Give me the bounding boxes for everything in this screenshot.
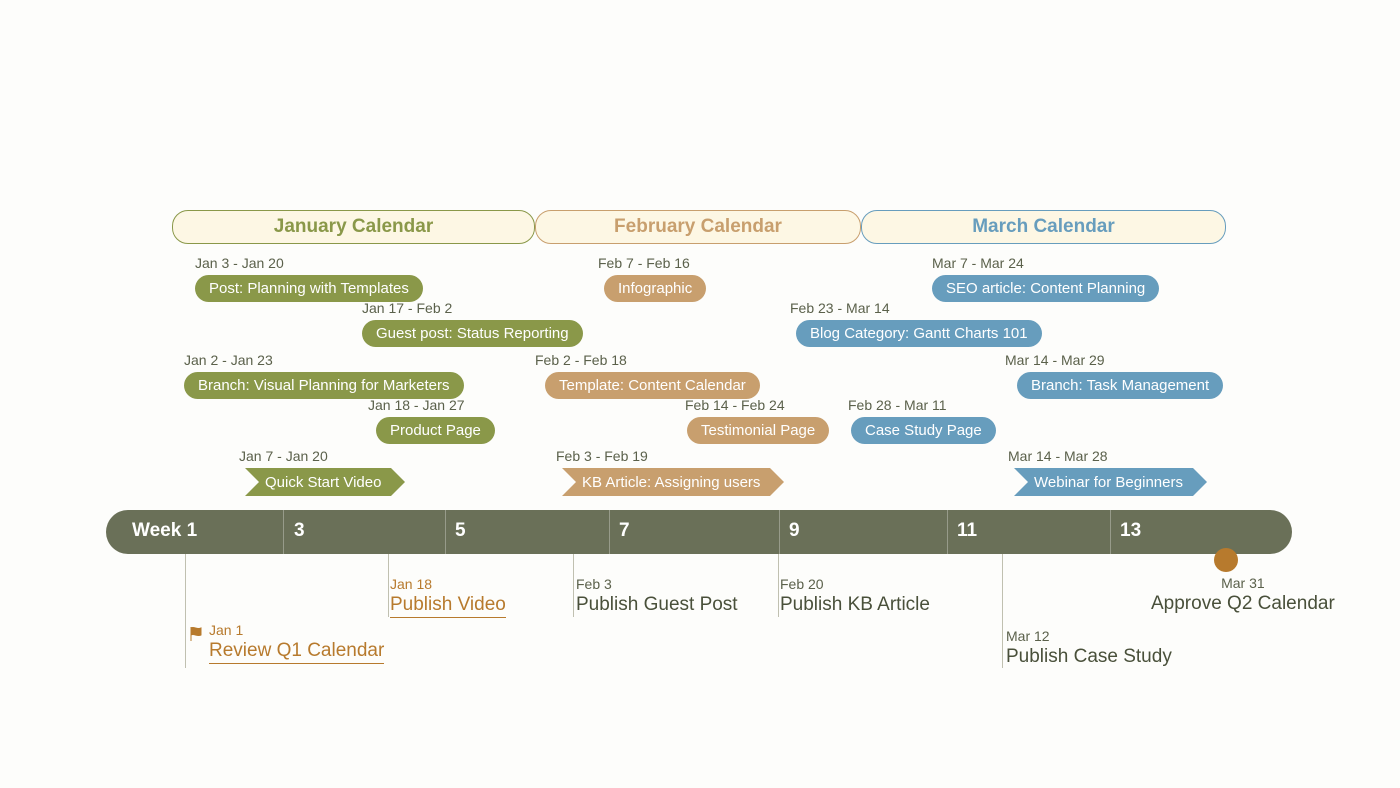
month-header-jan: January Calendar [172,210,535,244]
task-date: Jan 17 - Feb 2 [362,300,583,316]
task-arrow[interactable]: Quick Start Video [245,468,391,496]
gantt-timeline: January CalendarFebruary CalendarMarch C… [0,0,1400,788]
week-label: Week 1 [132,520,197,542]
task-pill[interactable]: Branch: Task Management [1017,372,1223,399]
flag-icon [189,626,205,642]
task-pill[interactable]: Product Page [376,417,495,444]
milestone-date: Feb 20 [780,576,930,592]
task-date: Mar 14 - Mar 29 [1005,352,1223,368]
task-date: Mar 7 - Mar 24 [932,255,1159,271]
task-item: Jan 3 - Jan 20 Post: Planning with Templa… [195,255,423,302]
task-date: Jan 3 - Jan 20 [195,255,423,271]
milestone: Feb 3 Publish Guest Post [576,576,738,616]
milestone-label[interactable]: Publish KB Article [780,594,930,616]
milestone-label[interactable]: Publish Video [390,594,506,618]
milestone-label[interactable]: Publish Case Study [1006,646,1172,668]
milestone-label[interactable]: Review Q1 Calendar [209,640,384,664]
milestone-label[interactable]: Publish Guest Post [576,594,738,616]
week-divider [283,510,284,554]
task-date: Feb 23 - Mar 14 [790,300,1042,316]
week-label: 3 [294,520,305,542]
task-date: Feb 2 - Feb 18 [535,352,760,368]
task-item: Jan 2 - Jan 23 Branch: Visual Planning fo… [184,352,464,399]
task-date: Feb 3 - Feb 19 [556,448,770,464]
task-date: Feb 28 - Mar 11 [848,397,996,413]
task-item: Feb 28 - Mar 11 Case Study Page [848,397,996,444]
task-date: Jan 2 - Jan 23 [184,352,464,368]
milestone-label-text: Review Q1 Calendar [209,640,384,664]
week-label: 11 [957,520,977,542]
week-label: 13 [1120,520,1141,542]
week-divider [609,510,610,554]
milestone-label[interactable]: Approve Q2 Calendar [1151,593,1335,615]
task-pill[interactable]: Post: Planning with Templates [195,275,423,302]
week-divider [779,510,780,554]
milestone-dot-icon [1214,548,1238,572]
task-item: Jan 18 - Jan 27 Product Page [368,397,495,444]
milestone-connector [388,554,389,617]
week-divider [445,510,446,554]
task-item: Jan 17 - Feb 2 Guest post: Status Reporti… [362,300,583,347]
milestone-connector [185,554,186,668]
task-pill[interactable]: Case Study Page [851,417,996,444]
week-label: 5 [455,520,466,542]
task-item: Mar 14 - Mar 28 Webinar for Beginners [1008,448,1193,496]
task-item: Mar 7 - Mar 24 SEO article: Content Plann… [932,255,1159,302]
milestone: Mar 31 Approve Q2 Calendar [1151,575,1335,615]
task-pill[interactable]: Infographic [604,275,706,302]
milestone-date: Mar 31 [1151,575,1335,591]
task-item: Feb 2 - Feb 18 Template: Content Calendar [535,352,760,399]
task-date: Feb 14 - Feb 24 [685,397,829,413]
task-item: Jan 7 - Jan 20 Quick Start Video [239,448,391,496]
milestone-connector [778,554,779,617]
task-arrow[interactable]: Webinar for Beginners [1014,468,1193,496]
milestone-label-text: Publish Video [390,594,506,618]
task-pill[interactable]: Branch: Visual Planning for Marketers [184,372,464,399]
milestone: Jan 1 Review Q1 Calendar [209,622,384,664]
task-item: Feb 14 - Feb 24 Testimonial Page [685,397,829,444]
task-date: Feb 7 - Feb 16 [598,255,706,271]
task-date: Mar 14 - Mar 28 [1008,448,1193,464]
task-item: Feb 23 - Mar 14 Blog Category: Gantt Char… [790,300,1042,347]
task-date: Jan 18 - Jan 27 [368,397,495,413]
milestone: Feb 20 Publish KB Article [780,576,930,616]
week-label: 9 [789,520,800,542]
week-divider [947,510,948,554]
milestone-date: Jan 1 [209,622,384,638]
milestone-date: Mar 12 [1006,628,1172,644]
milestone-date: Jan 18 [390,576,506,592]
task-pill[interactable]: Testimonial Page [687,417,829,444]
week-divider [1110,510,1111,554]
task-item: Feb 7 - Feb 16 Infographic [598,255,706,302]
task-item: Mar 14 - Mar 29 Branch: Task Management [1005,352,1223,399]
task-pill[interactable]: SEO article: Content Planning [932,275,1159,302]
month-header-feb: February Calendar [535,210,861,244]
task-pill[interactable]: Template: Content Calendar [545,372,760,399]
milestone-connector [1002,554,1003,668]
task-pill[interactable]: Blog Category: Gantt Charts 101 [796,320,1042,347]
milestone-connector [573,554,574,617]
task-item: Feb 3 - Feb 19 KB Article: Assigning user… [556,448,770,496]
week-label: 7 [619,520,630,542]
task-arrow[interactable]: KB Article: Assigning users [562,468,770,496]
milestone-date: Feb 3 [576,576,738,592]
month-header-mar: March Calendar [861,210,1226,244]
milestone: Jan 18 Publish Video [390,576,506,618]
task-date: Jan 7 - Jan 20 [239,448,391,464]
milestone: Mar 12 Publish Case Study [1006,628,1172,668]
task-pill[interactable]: Guest post: Status Reporting [362,320,583,347]
